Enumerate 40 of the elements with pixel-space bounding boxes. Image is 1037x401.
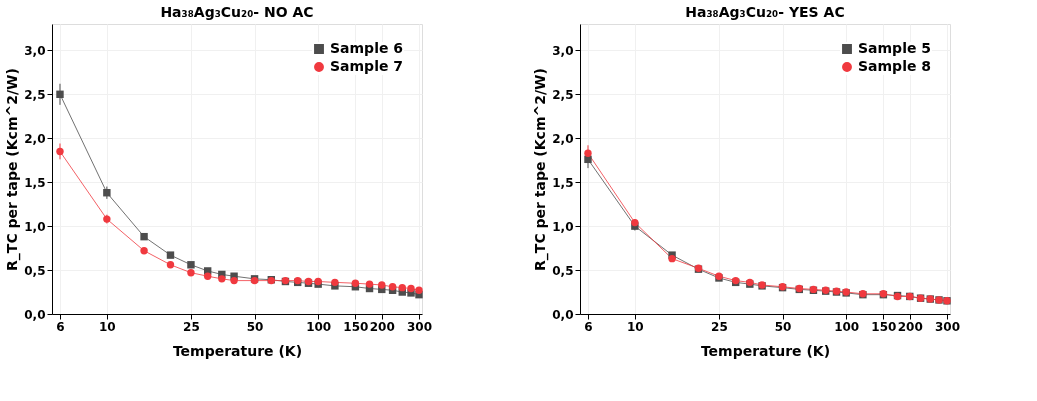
x-tick-label: 300 [934, 319, 961, 334]
chart-title: Ha₃₈Ag₃Cu₂₀- NO AC [160, 4, 314, 20]
legend-label: Sample 5 [858, 40, 932, 56]
y-tick-label: 0,0 [552, 307, 574, 322]
x-tick-label: 25 [711, 319, 728, 334]
x-tick-label: 6 [56, 319, 65, 334]
y-tick-label: 1,5 [24, 175, 46, 190]
y-tick-label: 0,5 [24, 263, 46, 278]
x-tick-label: 100 [306, 319, 332, 334]
y-tick-label: 0,5 [552, 263, 574, 278]
x-tick-label: 25 [183, 319, 200, 334]
y-tick-label: 2,0 [24, 131, 46, 146]
x-tick-label: 200 [897, 319, 923, 334]
x-tick-label: 10 [627, 319, 644, 334]
legend-label: Sample 7 [330, 58, 404, 74]
y-axis-title: R_TC per tape (Kcm^2/W) [4, 68, 22, 271]
y-axis-title: R_TC per tape (Kcm^2/W) [532, 68, 550, 271]
y-tick-label: 3,0 [24, 43, 46, 58]
y-tick-label: 3,0 [552, 43, 574, 58]
x-tick-label: 200 [369, 319, 395, 334]
x-axis-title: Temperature (K) [700, 342, 831, 359]
y-tick-label: 1,0 [552, 219, 574, 234]
y-tick-label: 2,5 [24, 87, 46, 102]
y-tick-label: 2,5 [552, 87, 574, 102]
x-tick-label: 10 [99, 319, 116, 334]
y-tick-label: 0,0 [24, 307, 46, 322]
chart-title: Ha₃₈Ag₃Cu₂₀- YES AC [685, 4, 845, 20]
x-tick-label: 300 [406, 319, 433, 334]
y-tick-label: 1,0 [24, 219, 46, 234]
legend-label: Sample 8 [858, 58, 932, 74]
x-tick-label: 150 [871, 319, 897, 334]
x-tick-label: 50 [774, 319, 792, 334]
x-tick-label: 100 [834, 319, 860, 334]
y-tick-label: 2,0 [552, 131, 574, 146]
x-tick-label: 6 [584, 319, 593, 334]
x-tick-label: 50 [246, 319, 264, 334]
legend-label: Sample 6 [330, 40, 404, 56]
x-axis-title: Temperature (K) [172, 342, 303, 359]
y-tick-label: 1,5 [552, 175, 574, 190]
x-tick-label: 150 [343, 319, 369, 334]
